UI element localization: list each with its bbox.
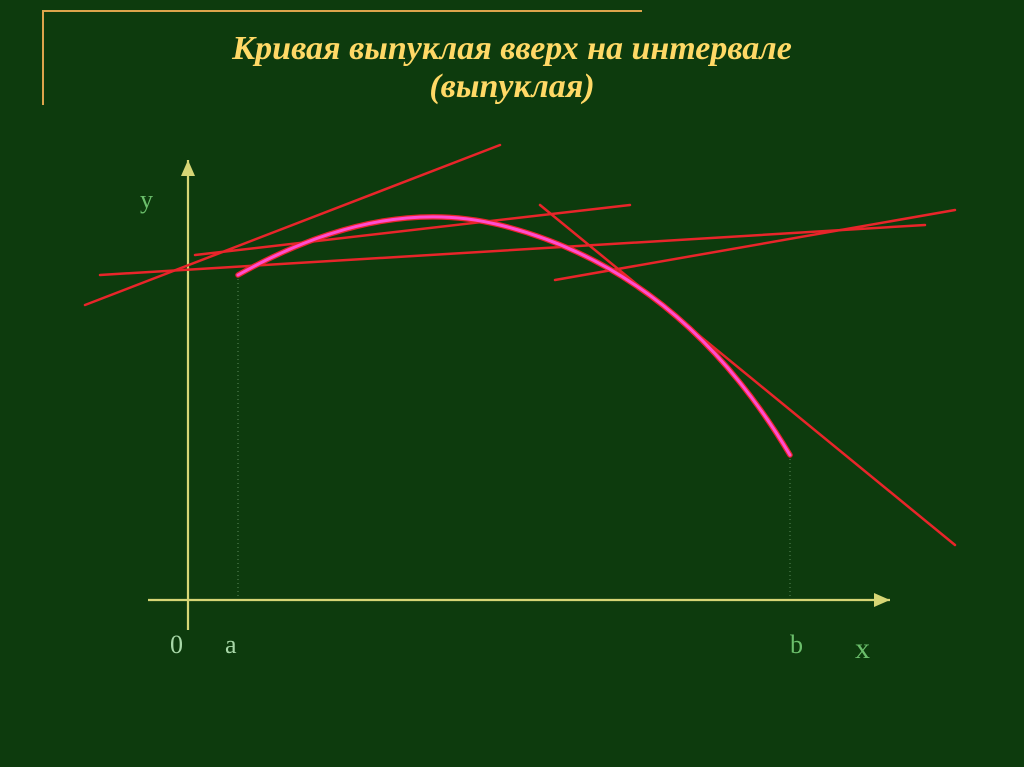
chart-svg <box>0 0 1024 767</box>
tangents-group <box>85 145 955 545</box>
origin-label: 0 <box>170 630 183 660</box>
slide: Кривая выпуклая вверх на интервале (выпу… <box>0 0 1024 767</box>
a-label: a <box>225 630 237 660</box>
droplines-group <box>238 275 790 600</box>
b-label: b <box>790 630 803 660</box>
y-axis-label: у <box>140 185 153 215</box>
x-axis-label: х <box>855 632 870 666</box>
